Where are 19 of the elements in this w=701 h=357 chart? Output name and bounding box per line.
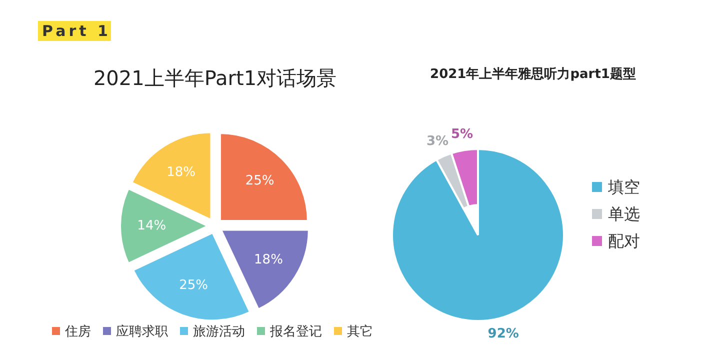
legend-label: 填空 — [607, 178, 640, 196]
legend-label: 报名登记 — [269, 324, 322, 340]
chart-title: 2021上半年Part1对话场景 — [93, 66, 337, 90]
data-label: 14% — [137, 218, 166, 234]
text: Part 1 — [42, 22, 111, 40]
legend-label: 单选 — [608, 204, 640, 224]
chart-title: 2021年上半年雅思听力part1题型 — [430, 66, 636, 82]
data-label: 25% — [245, 174, 274, 189]
data-label: 92% — [488, 326, 519, 342]
data-label: 3% — [426, 134, 449, 149]
legend-label: 住房 — [64, 324, 91, 340]
legend-label: 旅游活动 — [193, 324, 245, 340]
data-label: 18% — [166, 165, 196, 180]
legend-label: 配对 — [608, 232, 640, 250]
legend-label: 其它 — [347, 324, 373, 340]
data-label: 5% — [451, 126, 474, 142]
legend-label: 应聘求职 — [116, 324, 168, 340]
data-label: 25% — [179, 278, 208, 294]
data-label: 18% — [254, 252, 283, 268]
